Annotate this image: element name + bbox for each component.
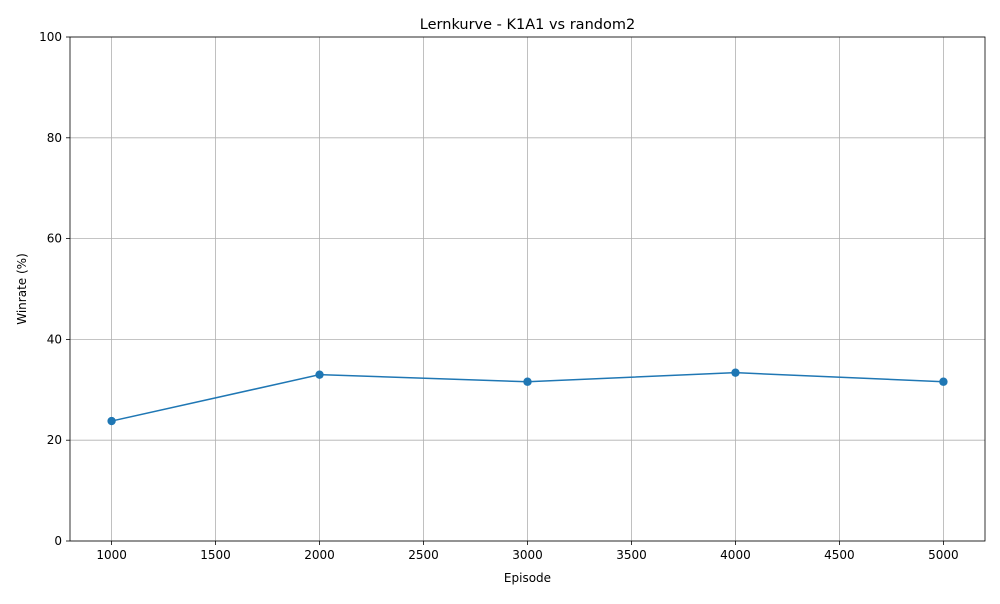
x-tick-label: 1500	[200, 548, 231, 562]
data-point	[315, 370, 324, 379]
axis-ticks: 1000 1500 2000 2500 3000 3500 4000 4500 5000 0 20 4…	[39, 30, 959, 562]
x-tick-label: 4500	[824, 548, 855, 562]
data-point	[107, 416, 116, 426]
y-axis-label: Winrate (%)	[15, 253, 29, 325]
y-tick-label: 0	[54, 534, 62, 548]
data-point	[731, 368, 740, 377]
x-tick-label: 3000	[512, 548, 543, 562]
y-tick-label: 100	[39, 30, 62, 44]
x-tick-label: 4000	[720, 548, 751, 562]
x-tick-label: 3500	[616, 548, 647, 562]
x-tick-label: 1000	[96, 548, 127, 562]
data-point	[523, 377, 532, 386]
y-tick-label: 40	[47, 332, 62, 346]
chart-title: Lernkurve - K1A1 vs random2	[420, 17, 635, 33]
x-tick-label: 5000	[928, 548, 959, 562]
series-layer	[107, 368, 948, 426]
data-point	[939, 377, 948, 386]
x-tick-label: 2500	[408, 548, 439, 562]
y-tick-label: 20	[47, 433, 62, 447]
y-tick-label: 60	[47, 232, 62, 246]
y-tick-label: 80	[47, 131, 62, 145]
x-axis-label: Episode	[504, 571, 551, 585]
grid	[70, 36, 985, 542]
x-tick-label: 2000	[304, 548, 335, 562]
